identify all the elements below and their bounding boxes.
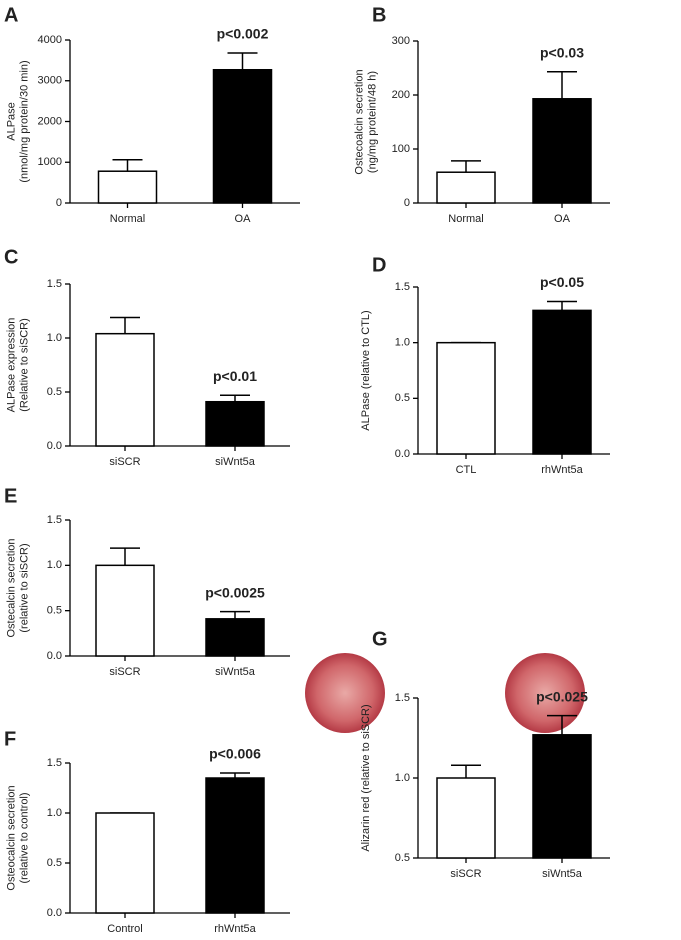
- panel-letter: B: [372, 4, 386, 26]
- panel-letter: F: [4, 728, 16, 750]
- y-tick-label: 0: [404, 197, 410, 209]
- y-tick-label: 0.0: [47, 650, 62, 662]
- y-tick-label: 0.5: [47, 605, 62, 617]
- y-tick-label: 100: [392, 143, 410, 155]
- x-tick-label: OA: [235, 213, 252, 225]
- y-tick-label: 1.5: [47, 757, 62, 769]
- x-tick-label: siSCR: [109, 456, 140, 468]
- y-axis-label: Ostecoalcin secretion: [353, 69, 365, 174]
- y-tick-label: 1000: [38, 156, 62, 168]
- x-tick-label: siSCR: [109, 666, 140, 678]
- y-tick-label: 1.5: [47, 278, 62, 290]
- y-tick-label: 1.0: [395, 337, 410, 349]
- bar: [436, 777, 496, 859]
- y-axis-label: (Relative to siSCR): [18, 318, 30, 412]
- x-tick-label: rhWnt5a: [214, 923, 256, 935]
- stained-well: [505, 653, 585, 733]
- x-tick-label: siSCR: [450, 868, 481, 880]
- bar: [212, 68, 273, 204]
- x-tick-label: siWnt5a: [215, 666, 256, 678]
- panel-letter: G: [372, 628, 388, 650]
- bar: [205, 400, 265, 447]
- bar: [532, 309, 592, 455]
- y-tick-label: 0.0: [395, 448, 410, 460]
- y-axis-label: (relative to siSCR): [18, 543, 30, 632]
- panel-letter: C: [4, 246, 18, 268]
- y-tick-label: 3000: [38, 75, 62, 87]
- y-tick-label: 1.0: [395, 772, 410, 784]
- y-tick-label: 300: [392, 35, 410, 47]
- y-axis-label: ALPase (relative to CTL): [360, 310, 372, 430]
- bar: [97, 170, 158, 204]
- annotation: p<0.03: [540, 44, 584, 60]
- y-axis-label: (relative to control): [18, 792, 30, 883]
- y-tick-label: 0.5: [395, 852, 410, 864]
- stained-well: [305, 653, 385, 733]
- y-tick-label: 0.5: [395, 392, 410, 404]
- annotation: p<0.01: [213, 368, 257, 384]
- panel-letter: D: [372, 254, 386, 276]
- bar: [436, 171, 496, 204]
- bar: [205, 618, 265, 657]
- bar: [95, 332, 155, 447]
- annotation: p<0.0025: [205, 584, 265, 600]
- x-tick-label: siWnt5a: [542, 868, 583, 880]
- bar: [205, 777, 265, 914]
- annotation: p<0.025: [536, 688, 588, 704]
- y-tick-label: 0.0: [47, 440, 62, 452]
- panel-letter: E: [4, 485, 17, 507]
- x-tick-label: rhWnt5a: [541, 464, 583, 476]
- y-tick-label: 1.5: [395, 692, 410, 704]
- y-tick-label: 4000: [38, 34, 62, 46]
- x-tick-label: Normal: [110, 213, 145, 225]
- bar: [532, 734, 592, 859]
- bar: [95, 812, 155, 914]
- y-tick-label: 0: [56, 197, 62, 209]
- y-tick-label: 1.0: [47, 807, 62, 819]
- y-axis-label: ALPase expression: [5, 318, 17, 413]
- y-axis-label: Alizarin red (relative to siSCR): [360, 704, 372, 851]
- y-axis-label: (nmol/mg protein/30 min): [18, 60, 30, 182]
- x-tick-label: CTL: [456, 464, 477, 476]
- x-tick-label: Control: [107, 923, 142, 935]
- bar: [532, 98, 592, 204]
- annotation: p<0.05: [540, 274, 584, 290]
- y-tick-label: 200: [392, 89, 410, 101]
- y-tick-label: 1.0: [47, 332, 62, 344]
- y-tick-label: 1.5: [395, 281, 410, 293]
- annotation: p<0.002: [217, 26, 269, 42]
- panel-letter: A: [4, 4, 18, 26]
- y-axis-label: ALPase: [5, 102, 17, 141]
- y-tick-label: 0.0: [47, 907, 62, 919]
- y-tick-label: 1.5: [47, 514, 62, 526]
- y-axis-label: Ostecalcin secretion: [5, 538, 17, 637]
- x-tick-label: siWnt5a: [215, 456, 256, 468]
- bar: [436, 341, 496, 455]
- y-tick-label: 0.5: [47, 386, 62, 398]
- y-tick-label: 2000: [38, 115, 62, 127]
- x-tick-label: OA: [554, 213, 571, 225]
- y-axis-label: (ng/mg proteint/48 h): [366, 71, 378, 173]
- y-tick-label: 0.5: [47, 857, 62, 869]
- y-tick-label: 1.0: [47, 559, 62, 571]
- y-axis-label: Osteocalcin secretion: [5, 785, 17, 890]
- annotation: p<0.006: [209, 746, 261, 762]
- bar: [95, 564, 155, 657]
- x-tick-label: Normal: [448, 213, 483, 225]
